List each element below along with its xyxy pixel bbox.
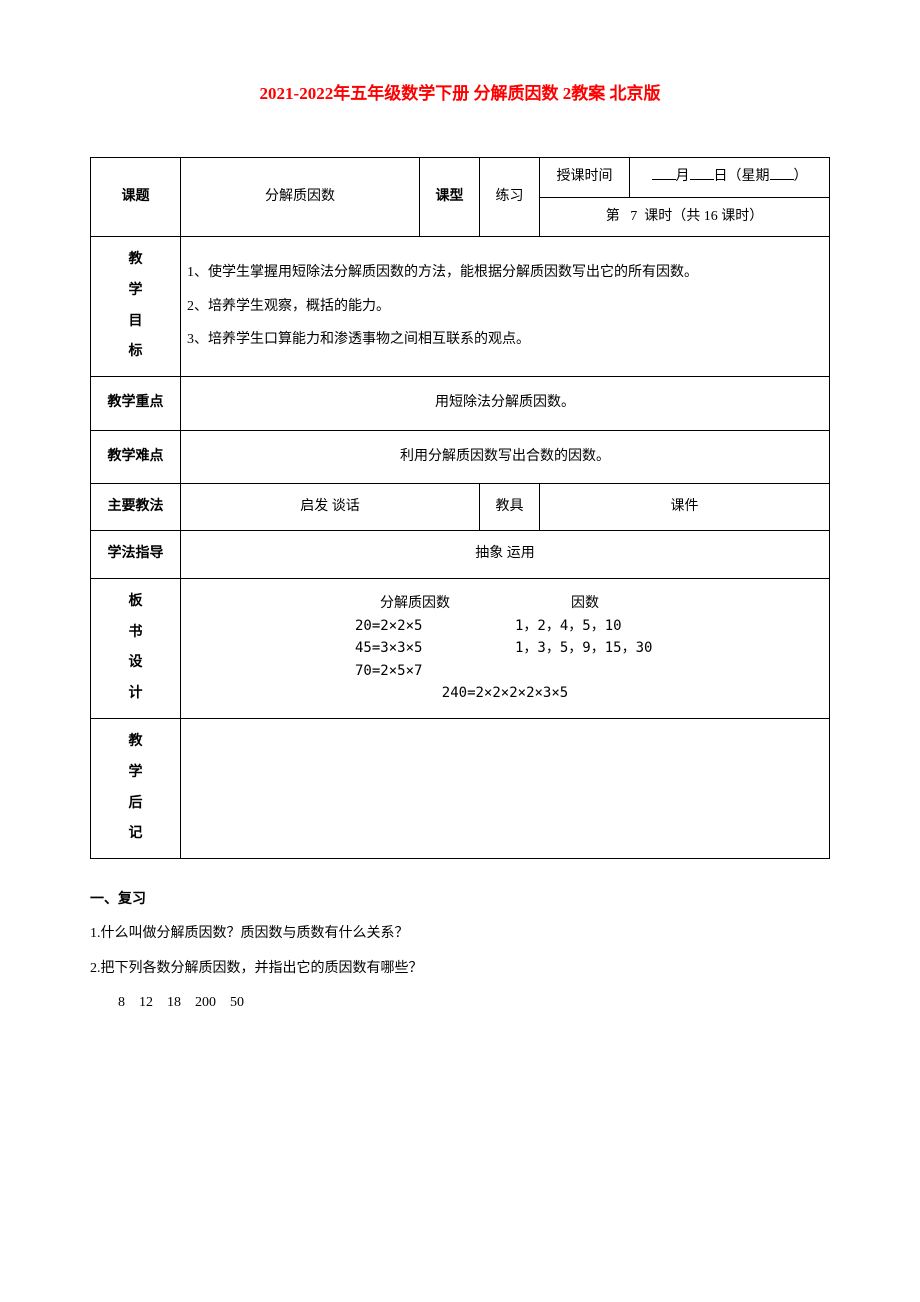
review-heading: 一、复习 xyxy=(90,889,830,911)
tool-label: 教具 xyxy=(480,483,540,530)
objective-3: 3、培养学生口算能力和渗透事物之间相互联系的观点。 xyxy=(187,323,823,357)
shouke-value: 月 日（星期 ） xyxy=(630,158,830,197)
period-cell: 第 7 课时（共 16 课时） xyxy=(540,197,830,236)
postnote-row: 教 学 后 记 xyxy=(91,718,830,858)
post-char-4: 记 xyxy=(97,819,174,850)
difficulty-value: 利用分解质因数写出合数的因数。 xyxy=(181,430,830,483)
board-char-4: 计 xyxy=(97,679,174,710)
postnote-label: 教 学 后 记 xyxy=(91,718,181,858)
shouke-label: 授课时间 xyxy=(540,158,630,197)
difficulty-label: 教学难点 xyxy=(91,430,181,483)
day-label: 日（星期 xyxy=(714,169,770,184)
board-r2-l: 45=3×3×5 xyxy=(335,637,495,659)
method-label: 主要教法 xyxy=(91,483,181,530)
board-r2-r: 1，3，5，9，15，30 xyxy=(495,637,675,659)
guidance-label: 学法指导 xyxy=(91,531,181,578)
review-line-1: 1.什么叫做分解质因数？质因数与质数有什么关系？ xyxy=(90,923,830,945)
kexing-value: 练习 xyxy=(480,158,540,237)
board-hdr-left: 分解质因数 xyxy=(335,592,495,614)
objective-2: 2、培养学生观察，概括的能力。 xyxy=(187,290,823,324)
post-char-1: 教 xyxy=(97,727,174,758)
keypoint-row: 教学重点 用短除法分解质因数。 xyxy=(91,377,830,430)
board-hdr-right: 因数 xyxy=(495,592,675,614)
header-row-1: 课题 分解质因数 课型 练习 授课时间 月日（星期） xyxy=(91,158,830,197)
document-title: 2021-2022年五年级数学下册 分解质因数 2教案 北京版 xyxy=(90,80,830,107)
board-char-2: 书 xyxy=(97,618,174,649)
post-char-2: 学 xyxy=(97,758,174,789)
objective-1: 1、使学生掌握用短除法分解质因数的方法，能根据分解质因数写出它的所有因数。 xyxy=(187,256,823,290)
period-mid: 课时（共 16 课时） xyxy=(644,209,763,224)
keypoint-label: 教学重点 xyxy=(91,377,181,430)
board-label: 板 书 设 计 xyxy=(91,578,181,718)
method-value: 启发 谈话 xyxy=(181,483,480,530)
difficulty-row: 教学难点 利用分解质因数写出合数的因数。 xyxy=(91,430,830,483)
guidance-value: 抽象 运用 xyxy=(181,531,830,578)
keti-label: 课题 xyxy=(91,158,181,237)
board-r3-l: 70=2×5×7 xyxy=(335,660,495,682)
method-row: 主要教法 启发 谈话 教具 课件 xyxy=(91,483,830,530)
guidance-row: 学法指导 抽象 运用 xyxy=(91,531,830,578)
review-line-2: 2.把下列各数分解质因数，并指出它的质因数有哪些？ xyxy=(90,958,830,980)
board-r3-r xyxy=(495,660,675,682)
kexing-label: 课型 xyxy=(420,158,480,237)
keti-value: 分解质因数 xyxy=(181,158,420,237)
obj-char-3: 目 xyxy=(97,307,174,338)
period-num: 7 xyxy=(630,209,637,224)
review-numbers: 8 12 18 200 50 xyxy=(90,992,830,1014)
board-r1-r: 1，2，4，5，10 xyxy=(495,615,675,637)
board-row: 板 书 设 计 分解质因数 因数 20=2×2×5 1，2，4，5，10 45=… xyxy=(91,578,830,718)
lesson-plan-table: 课题 分解质因数 课型 练习 授课时间 月 日（星期 ） 第 7 课时（共 16 课… xyxy=(90,157,830,859)
objectives-label: 教 学 目 标 xyxy=(91,236,181,376)
tool-value: 课件 xyxy=(540,483,830,530)
keypoint-value: 用短除法分解质因数。 xyxy=(181,377,830,430)
obj-char-2: 学 xyxy=(97,276,174,307)
board-bottom: 240=2×2×2×2×3×5 xyxy=(187,682,823,704)
shouke-suffix: ） xyxy=(794,169,808,184)
board-r1-l: 20=2×2×5 xyxy=(335,615,495,637)
obj-char-4: 标 xyxy=(97,337,174,368)
postnote-content xyxy=(181,718,830,858)
objectives-row: 教 学 目 标 1、使学生掌握用短除法分解质因数的方法，能根据分解质因数写出它的… xyxy=(91,236,830,376)
period-prefix: 第 xyxy=(606,209,620,224)
obj-char-1: 教 xyxy=(97,245,174,276)
post-char-3: 后 xyxy=(97,789,174,820)
board-char-1: 板 xyxy=(97,587,174,618)
board-content: 分解质因数 因数 20=2×2×5 1，2，4，5，10 45=3×3×5 1，… xyxy=(181,578,830,718)
objectives-content: 1、使学生掌握用短除法分解质因数的方法，能根据分解质因数写出它的所有因数。 2、… xyxy=(181,236,830,376)
month-label: 月 xyxy=(676,169,690,184)
board-char-3: 设 xyxy=(97,648,174,679)
